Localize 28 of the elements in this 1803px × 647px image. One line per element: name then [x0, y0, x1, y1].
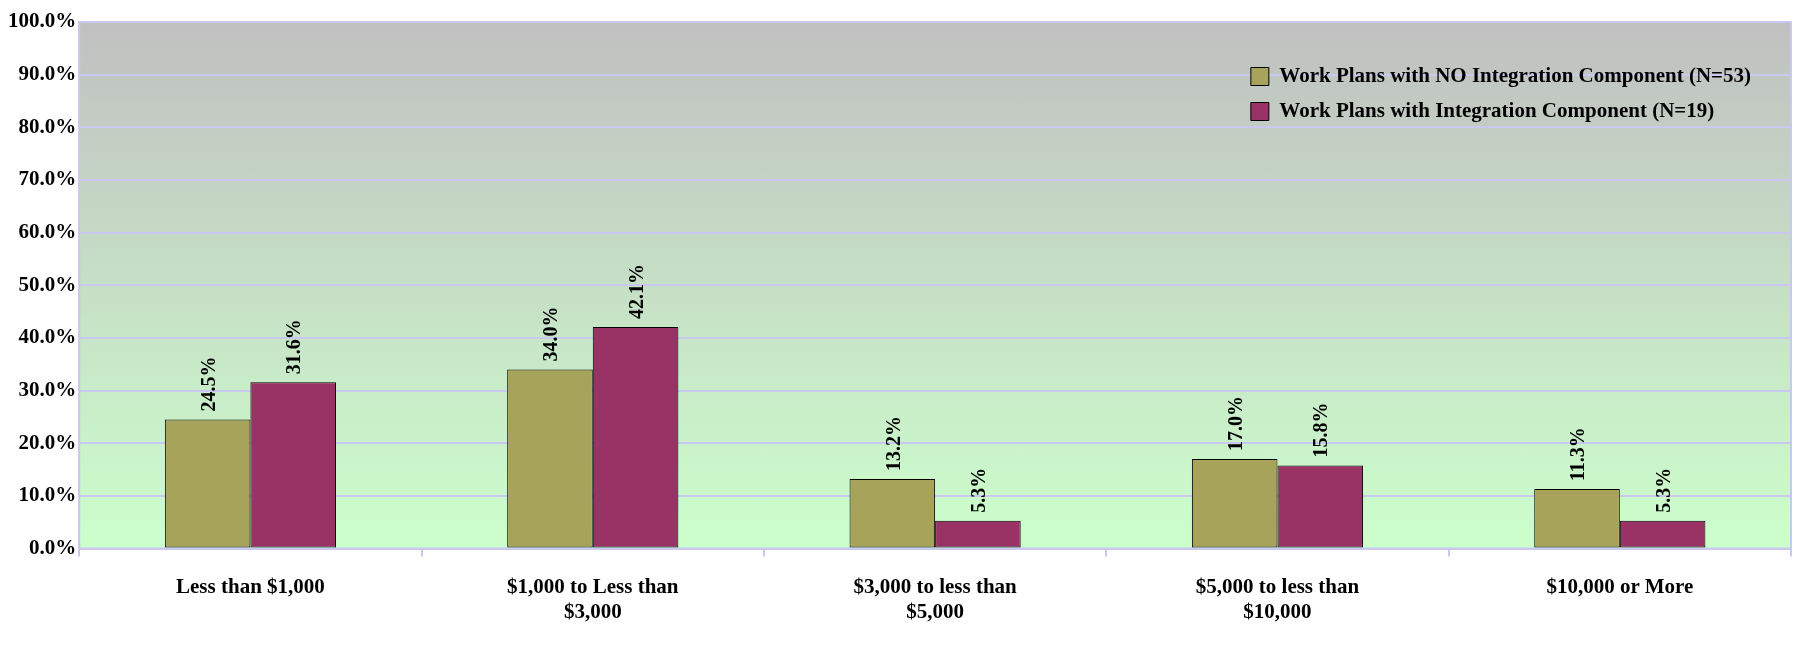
y-tick-label: 80.0%	[18, 113, 77, 138]
data-label: 34.0%	[539, 306, 562, 362]
x-tick-label: Less than $1,000	[176, 573, 325, 598]
data-label: 11.3%	[1566, 427, 1589, 482]
y-tick-label: 70.0%	[18, 166, 77, 191]
data-label: 5.3%	[967, 467, 990, 513]
y-tick-label: 90.0%	[18, 61, 77, 86]
y-tick-label: 20.0%	[18, 429, 77, 454]
data-label: 17.0%	[1223, 396, 1246, 452]
y-tick-label: 30.0%	[18, 377, 77, 402]
y-tick-label: 40.0%	[18, 324, 77, 349]
data-label: 31.6%	[282, 319, 305, 375]
data-label: 24.5%	[196, 356, 219, 412]
y-tick-label: 10.0%	[18, 482, 77, 507]
y-tick-label: 0.0%	[29, 535, 77, 560]
data-label: 42.1%	[624, 263, 647, 319]
legend-label: Work Plans with NO Integration Component (N=53)	[1279, 62, 1752, 87]
x-tick-label: $5,000 to less than $10,000	[1195, 573, 1360, 623]
y-tick-label: 50.0%	[18, 271, 77, 296]
y-tick-label: 60.0%	[18, 219, 77, 244]
x-tick-label: $3,000 to less than $5,000	[853, 573, 1018, 623]
x-tick-label: $1,000 to Less than $3,000	[507, 573, 679, 623]
legend-label: Work Plans with Integration Component (N=19)	[1279, 97, 1715, 122]
y-tick-label: 100.0%	[8, 8, 77, 33]
x-tick-label: $10,000 or More	[1546, 573, 1694, 598]
data-label: 5.3%	[1651, 467, 1674, 513]
data-label: 13.2%	[881, 416, 904, 472]
data-label: 15.8%	[1309, 402, 1332, 458]
